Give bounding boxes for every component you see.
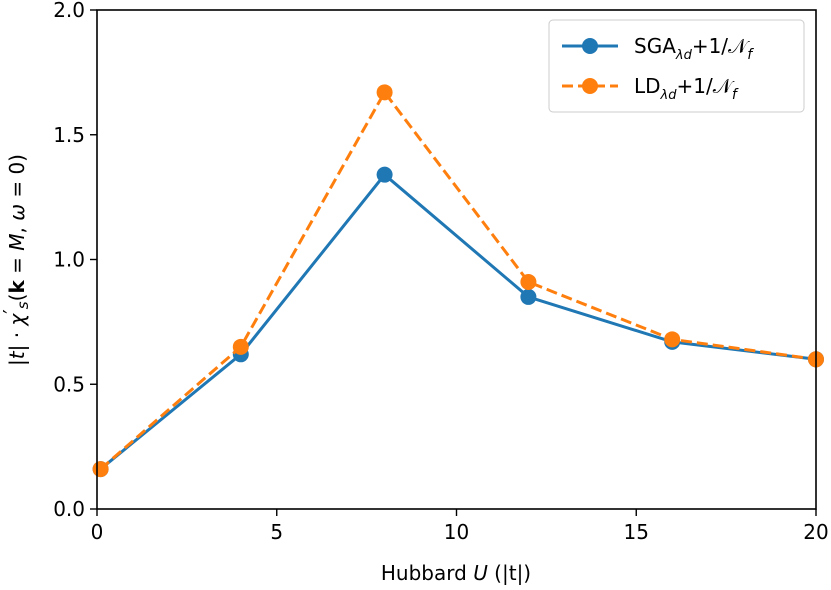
y-tick-label: 0.5 [53, 372, 85, 396]
x-tick-label: 5 [270, 520, 283, 544]
x-tick-label: 20 [803, 520, 828, 544]
legend-box [548, 19, 805, 113]
legend: SGAλd+1/𝒩f LDλd+1/𝒩f [548, 19, 805, 113]
data-point [92, 461, 109, 478]
data-point [232, 338, 249, 355]
y-tick-label: 0.0 [53, 497, 85, 521]
data-point [664, 331, 681, 348]
x-axis-label: Hubbard U (|t|) [381, 561, 531, 585]
series-line-sga [99, 173, 817, 471]
data-point [520, 273, 537, 290]
series-layer [92, 84, 824, 478]
y-tick-label: 1.0 [53, 248, 85, 272]
series-line-ld [99, 90, 817, 471]
legend-marker [582, 78, 598, 94]
legend-marker [582, 38, 598, 54]
y-tick-label: 1.5 [53, 123, 85, 147]
legend-label: LDλd+1/𝒩f [634, 74, 739, 103]
x-tick-label: 15 [624, 520, 649, 544]
x-tick-label: 10 [444, 520, 469, 544]
x-tick-label: 0 [91, 520, 104, 544]
y-axis-label: |t| · χ′s(k = M, ω = 0) [0, 154, 32, 366]
y-tick-label: 2.0 [53, 0, 85, 22]
x-axis: 0 5 10 15 20 [91, 509, 829, 544]
legend-label: SGAλd+1/𝒩f [634, 34, 754, 63]
y-axis: 0.0 0.5 1.0 1.5 2.0 [53, 0, 97, 521]
data-point [520, 288, 537, 305]
data-point [376, 84, 393, 101]
data-point [376, 166, 393, 183]
